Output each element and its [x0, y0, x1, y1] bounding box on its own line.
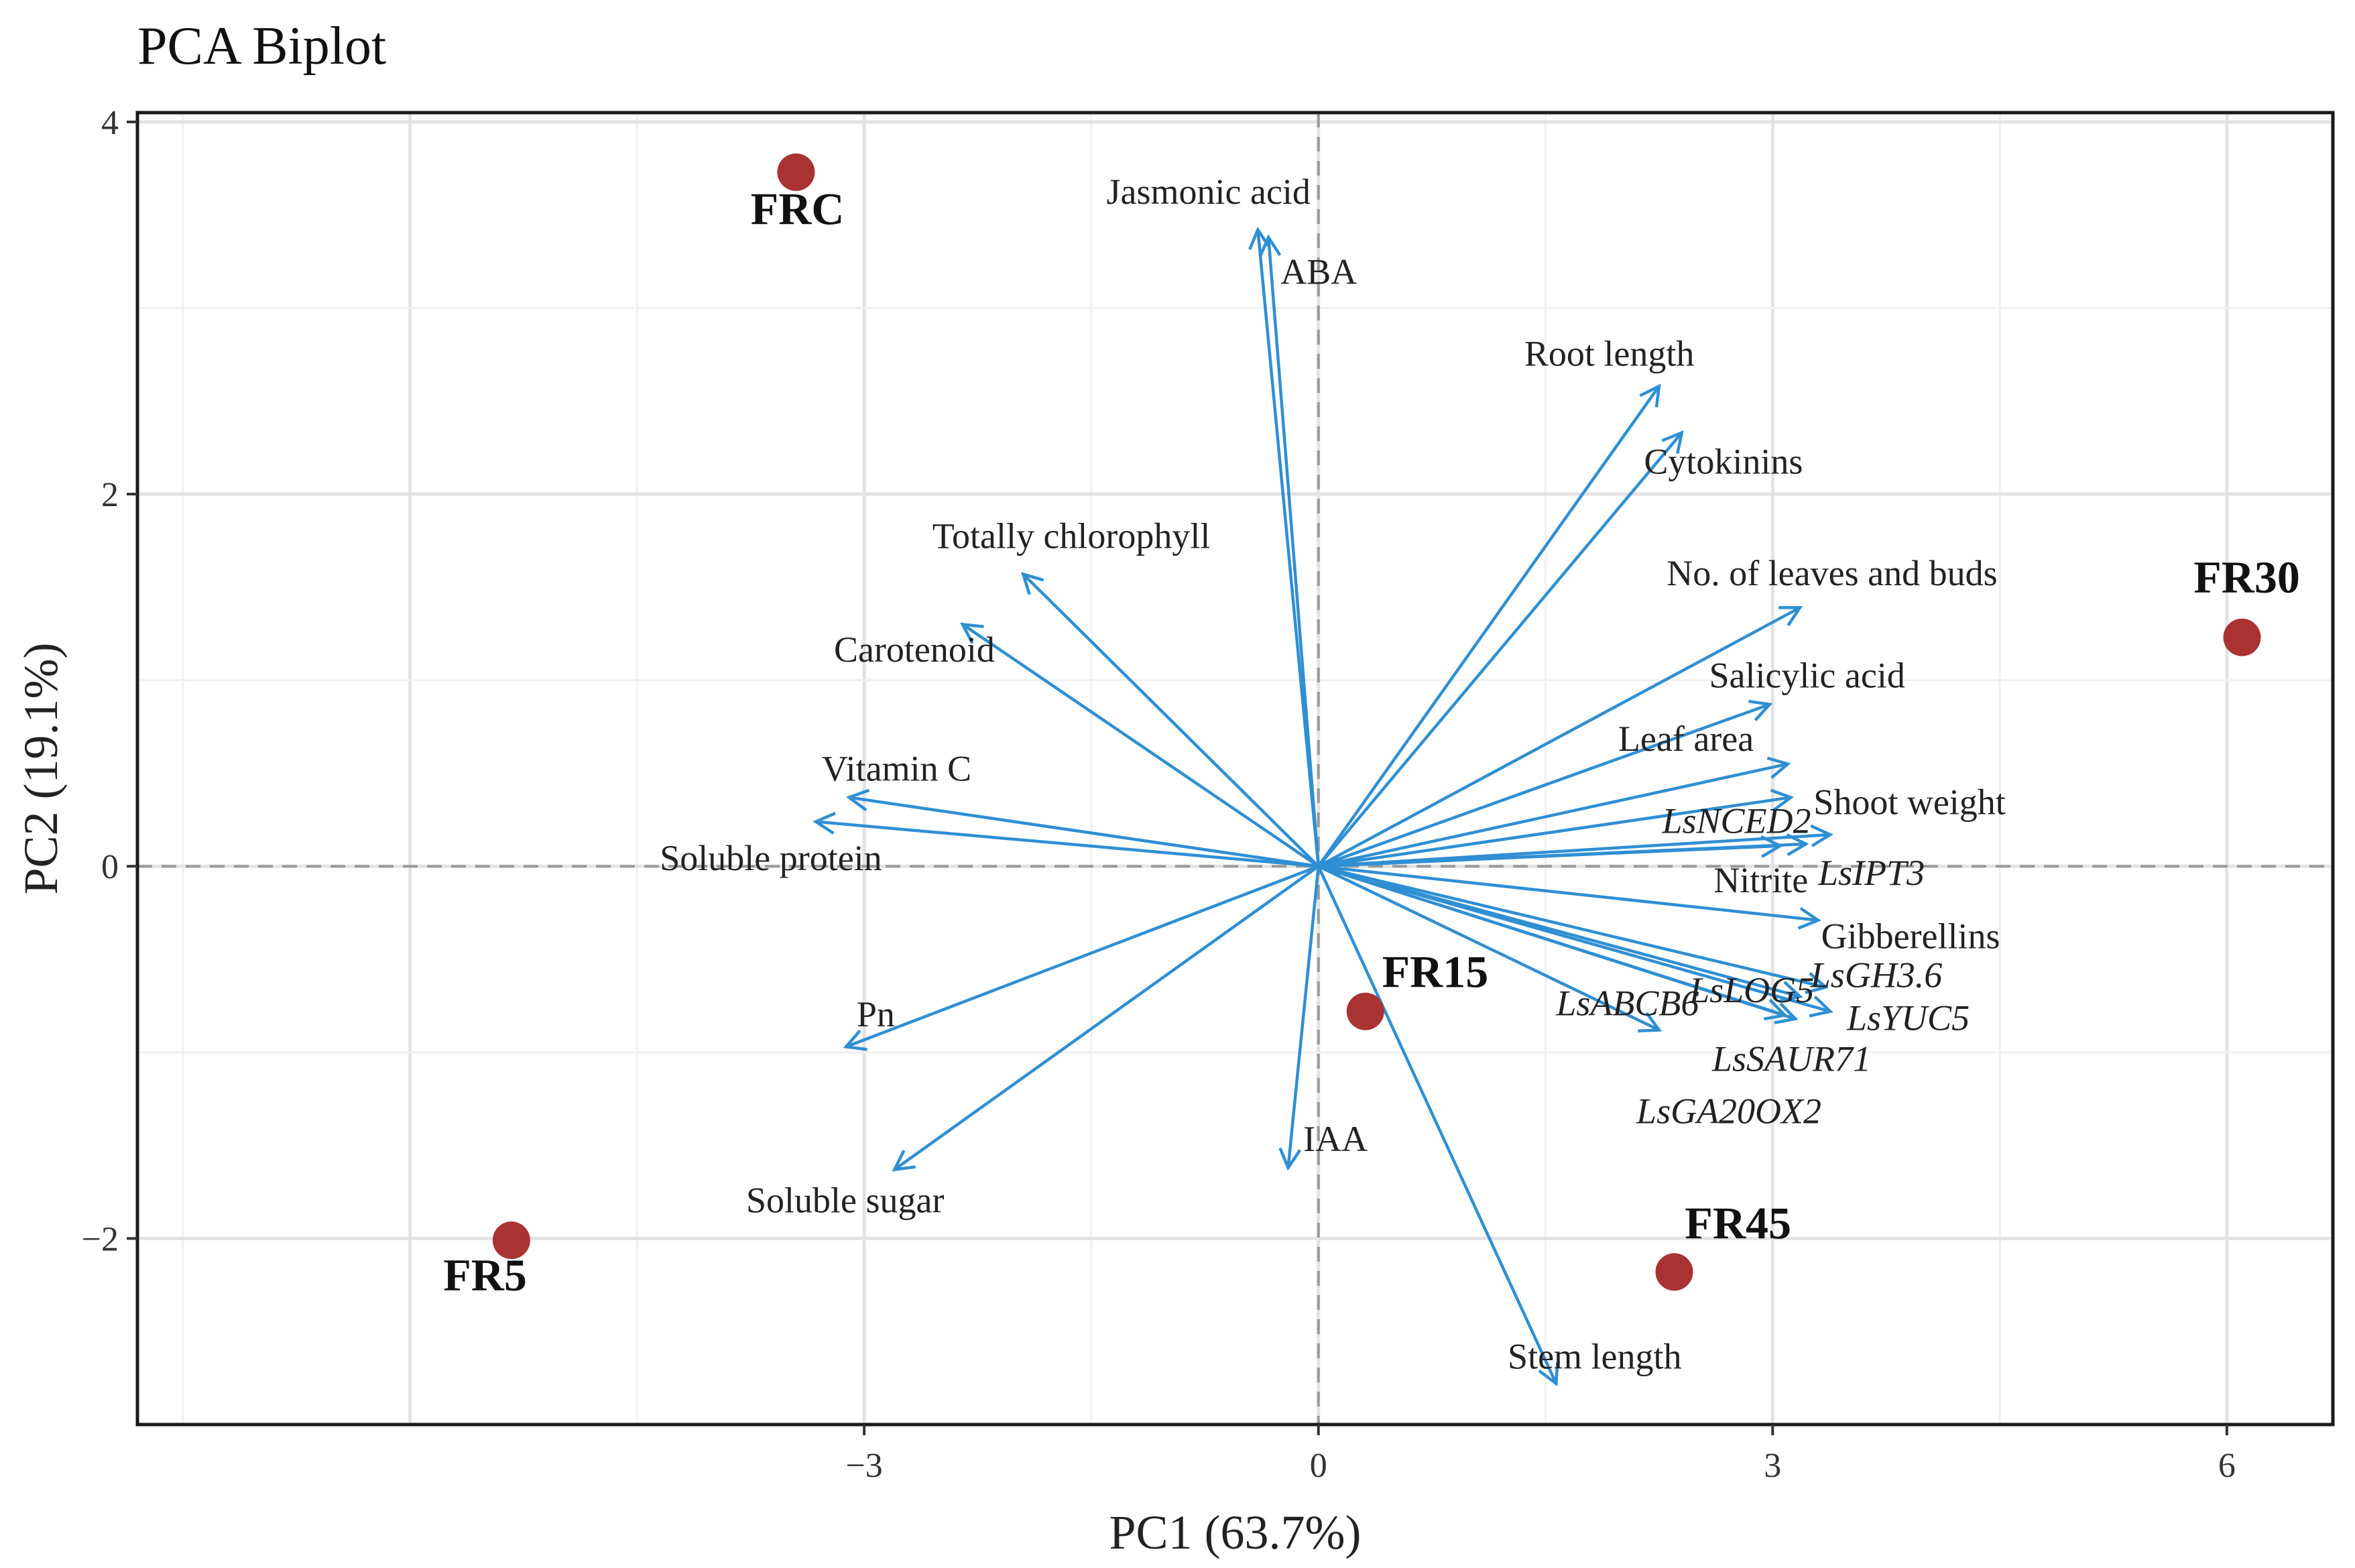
loading-arrow: [846, 865, 1319, 1046]
variable-label: Salicylic acid: [1709, 656, 1905, 696]
loading-arrow: [1317, 865, 1557, 1384]
chart-title: PCA Biplot: [137, 17, 386, 76]
x-tick-label: 6: [2218, 1447, 2236, 1485]
plot-frame: [135, 111, 2335, 1427]
loading-arrow: [1317, 386, 1659, 867]
loading-arrow: [1318, 764, 1788, 868]
loading-arrow: [1318, 846, 1780, 868]
variable-label: Carotenoid: [834, 629, 995, 670]
sample-label: FR5: [443, 1250, 527, 1301]
sample-point: [777, 153, 815, 191]
variable-label: Vitamin C: [822, 749, 971, 789]
variable-labels: Jasmonic acid ABA Root length Cytokinins No.…: [660, 172, 2006, 1377]
variable-label: Pn: [857, 994, 895, 1034]
y-tick-label: 2: [101, 476, 119, 514]
variable-label: LsIPT3: [1817, 853, 1925, 893]
loading-arrow: [816, 822, 1319, 868]
variable-label: Nitrite: [1713, 860, 1808, 900]
y-tick-label: −2: [82, 1220, 119, 1258]
variable-label: LsNCED2: [1661, 800, 1811, 841]
loading-arrow: [894, 865, 1320, 1169]
loading-arrow: [1318, 864, 1818, 920]
variable-label: Shoot weight: [1813, 782, 2006, 823]
variable-label: IAA: [1303, 1119, 1368, 1159]
axis-ticks: −3 0 3 6 −2 0 2 4: [82, 104, 2236, 1485]
loading-arrow: [1317, 607, 1800, 868]
x-tick-label: −3: [845, 1447, 882, 1485]
variable-label: Soluble protein: [660, 838, 882, 878]
loading-arrow: [1317, 705, 1770, 868]
variable-label: LsYUC5: [1846, 998, 1970, 1038]
grid: [137, 113, 2333, 1426]
x-tick-label: 0: [1310, 1447, 1327, 1485]
loading-arrow: [1317, 865, 1659, 1030]
sample-points: FRC FR30 FR15 FR5 FR45: [443, 153, 2300, 1301]
variable-label: ABA: [1280, 251, 1357, 292]
loading-arrow: [1268, 237, 1320, 867]
variable-label: LsLOG5: [1689, 970, 1814, 1010]
loading-arrow: [1288, 866, 1320, 1168]
variable-label: LsGA20OX2: [1636, 1091, 1821, 1131]
y-axis-title: PC2 (19.1%): [14, 643, 68, 895]
sample-label: FR45: [1685, 1197, 1791, 1248]
loading-arrow: [1318, 865, 1830, 1012]
x-axis-title: PC1 (63.7%): [1109, 1506, 1362, 1559]
variable-label: No. of leaves and buds: [1667, 553, 1997, 593]
zero-lines: [137, 113, 2333, 1425]
variable-label: Jasmonic acid: [1107, 172, 1311, 212]
sample-point: [2223, 618, 2261, 656]
variable-label: Gibberellins: [1821, 916, 2000, 956]
variable-label: Soluble sugar: [746, 1181, 944, 1221]
sample-point: [1346, 992, 1384, 1030]
loading-arrow: [963, 624, 1319, 868]
sample-point: [1655, 1253, 1693, 1291]
sample-label: FR15: [1382, 947, 1489, 998]
variable-label: LsABCB6: [1555, 983, 1699, 1023]
sample-label: FR30: [2193, 552, 2300, 603]
variable-label: LsSAUR71: [1711, 1039, 1871, 1079]
loading-arrow: [1317, 432, 1682, 867]
variable-label: Cytokinins: [1644, 442, 1803, 482]
y-tick-label: 0: [101, 848, 119, 886]
loading-arrows: [816, 230, 1830, 1384]
sample-point: [492, 1221, 530, 1260]
variable-label: LsGH3.6: [1810, 955, 1943, 996]
loading-arrow: [1318, 865, 1826, 987]
loading-arrow: [1318, 798, 1791, 868]
y-tick-label: 4: [101, 104, 119, 142]
variable-label: Leaf area: [1618, 719, 1754, 759]
sample-label: FRC: [751, 184, 845, 235]
loading-arrow: [849, 798, 1319, 868]
variable-label: Stem length: [1508, 1337, 1681, 1377]
loading-arrow: [1258, 230, 1320, 867]
x-tick-label: 3: [1764, 1447, 1781, 1485]
variable-label: Totally chlorophyll: [932, 516, 1211, 556]
loading-arrow: [1318, 865, 1785, 1015]
loading-arrow: [1023, 574, 1320, 867]
variable-label: Root length: [1524, 334, 1695, 374]
